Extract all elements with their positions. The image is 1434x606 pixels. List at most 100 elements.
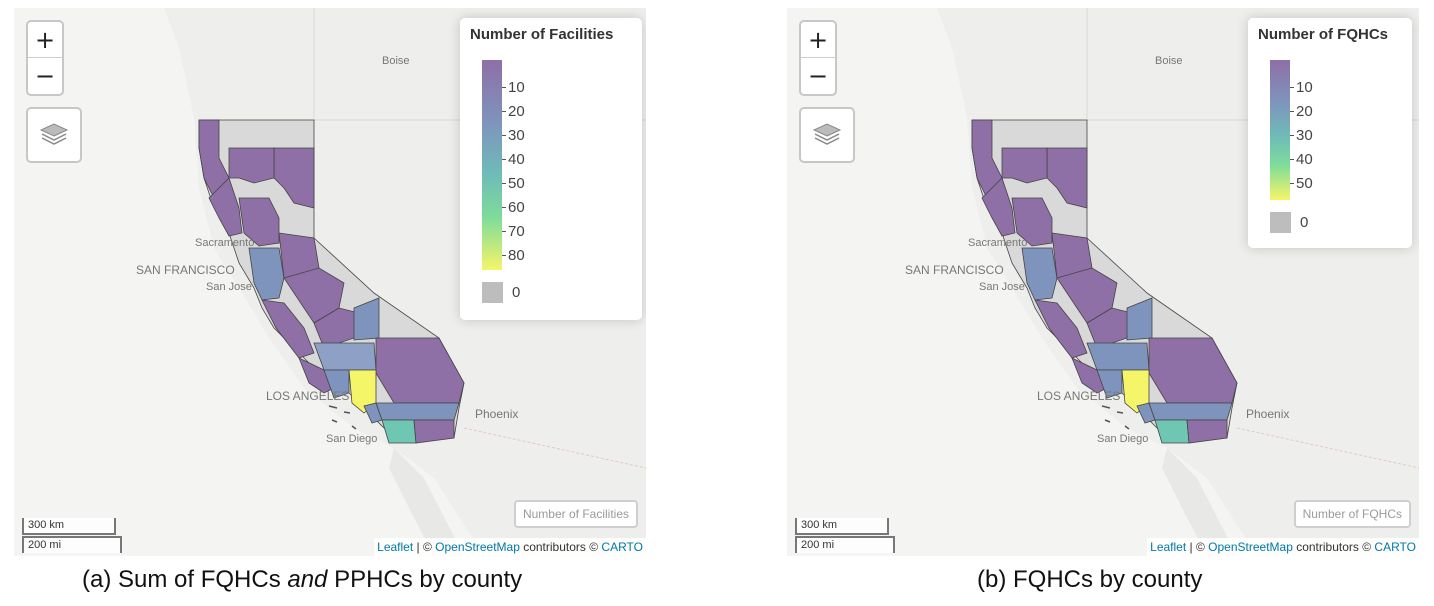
legend-tick: 50 [1290,176,1313,191]
legend-tick: 10 [1290,80,1313,95]
county-kern [313,342,377,371]
caption-a-italic: and [287,566,328,593]
label-san-diego: San Diego [1097,433,1148,445]
legend-tick: 60 [502,200,525,215]
scale-km: 300 km [22,518,116,535]
legend-tick: 20 [502,104,525,119]
channel-islands [1101,405,1130,430]
caption-a: (a) Sum of FQHCs and PPHCs by county [82,566,522,594]
zoom-control: + − [799,20,837,96]
attribution: Leaflet | © OpenStreetMap contributors ©… [1147,538,1419,556]
legend-title: Number of FQHCs [1258,26,1389,43]
legend: Number of FQHCs 10 20 30 40 50 0 [1248,18,1412,248]
legend-tick: 40 [1290,152,1313,167]
label-san-jose: San Jose [206,281,252,293]
carto-link[interactable]: CARTO [1374,540,1416,554]
county-bay-area [1021,247,1058,301]
county-imperial [413,419,455,444]
layers-icon [39,123,69,145]
legend-zero-swatch [482,282,503,303]
place-labels: Boise Sacramento SAN FRANCISCO San Jose … [905,55,1289,445]
baja-peninsula [1162,448,1237,556]
layers-button[interactable] [799,107,855,163]
legend-title: Number of Facilities [470,26,614,43]
county-north-central [228,147,275,184]
legend-tick: 20 [1290,104,1313,119]
zoom-control: + − [26,20,64,96]
zoom-in-button[interactable]: + [801,22,835,58]
county-north-central [1001,147,1048,184]
map-panel-facilities[interactable]: Boise Sacramento SAN FRANCISCO San Jose … [14,8,646,556]
state-border-line [463,427,646,469]
county-ventura [1096,369,1123,399]
legend-tick: 70 [502,224,525,239]
layers-button[interactable] [26,107,82,163]
label-san-francisco: SAN FRANCISCO [905,263,1004,277]
channel-islands [328,405,357,430]
legend-tick: 80 [502,248,525,263]
caption-a-suffix: PPHCs by county [327,566,523,593]
label-san-francisco: SAN FRANCISCO [136,263,235,277]
county-sacramento-valley [238,197,280,247]
legend-zero-swatch [1270,212,1291,233]
county-sacramento-valley [1011,197,1053,247]
legend-zero-label: 0 [1300,214,1309,231]
place-labels: Boise Sacramento SAN FRANCISCO San Jose … [136,55,518,445]
legend-zero-label: 0 [512,284,521,301]
label-san-diego: San Diego [326,433,377,445]
osm-link[interactable]: OpenStreetMap [435,540,520,554]
county-riverside [1148,402,1233,421]
leaflet-link[interactable]: Leaflet [1150,540,1187,554]
legend-color-ramp [1270,60,1290,200]
legend-tick: 10 [502,80,525,95]
baja-peninsula [389,448,464,556]
attribution-separator: | © [413,540,436,554]
leaflet-link[interactable]: Leaflet [377,540,414,554]
scale-mi: 200 mi [795,536,895,553]
county-coast-range [981,177,1016,237]
label-phoenix: Phoenix [475,407,518,421]
scale-bar: 300 km 200 mi [22,518,122,553]
zoom-out-button[interactable]: − [807,61,829,90]
label-san-jose: San Jose [979,281,1025,293]
label-phoenix: Phoenix [1246,407,1289,421]
layers-icon [812,123,842,145]
county-riverside [375,402,460,421]
label-los-angeles: LOS ANGELES [266,389,349,403]
zoom-in-button[interactable]: + [28,22,62,58]
scale-km: 300 km [795,518,889,535]
attribution: Leaflet | © OpenStreetMap contributors ©… [374,538,646,556]
attribution-contributors: contributors © [519,540,602,554]
county-central-coast [1034,299,1088,359]
county-bay-area [248,247,285,301]
label-sacramento: Sacramento [195,237,254,249]
county-kern [1086,342,1150,371]
county-ventura [323,369,350,399]
carto-link[interactable]: CARTO [601,540,643,554]
map-panel-fqhcs[interactable]: Boise Sacramento SAN FRANCISCO San Jose … [787,8,1419,556]
zoom-out-button[interactable]: − [34,61,56,90]
legend-tick: 30 [1290,128,1313,143]
county-coast-range [208,177,243,237]
attribution-separator: | © [1186,540,1209,554]
label-sacramento: Sacramento [968,237,1027,249]
label-boise: Boise [1155,55,1183,67]
label-boise: Boise [382,55,410,67]
legend-toggle-button[interactable]: Number of FQHCs [1293,500,1411,528]
legend-tick: 50 [502,176,525,191]
state-border-line [1236,427,1419,469]
attribution-contributors: contributors © [1292,540,1375,554]
caption-a-prefix: (a) Sum of FQHCs [82,566,288,593]
label-los-angeles: LOS ANGELES [1037,389,1120,403]
county-central-coast [261,299,315,359]
county-imperial [1186,419,1228,444]
legend-color-ramp [482,60,502,270]
legend-toggle-button[interactable]: Number of Facilities [513,500,638,528]
osm-link[interactable]: OpenStreetMap [1208,540,1293,554]
legend-tick: 40 [502,152,525,167]
legend: Number of Facilities 10 20 30 40 50 60 7… [460,18,642,320]
legend-tick: 30 [502,128,525,143]
caption-b: (b) FQHCs by county [977,566,1203,593]
scale-bar: 300 km 200 mi [795,518,895,553]
scale-mi: 200 mi [22,536,122,553]
